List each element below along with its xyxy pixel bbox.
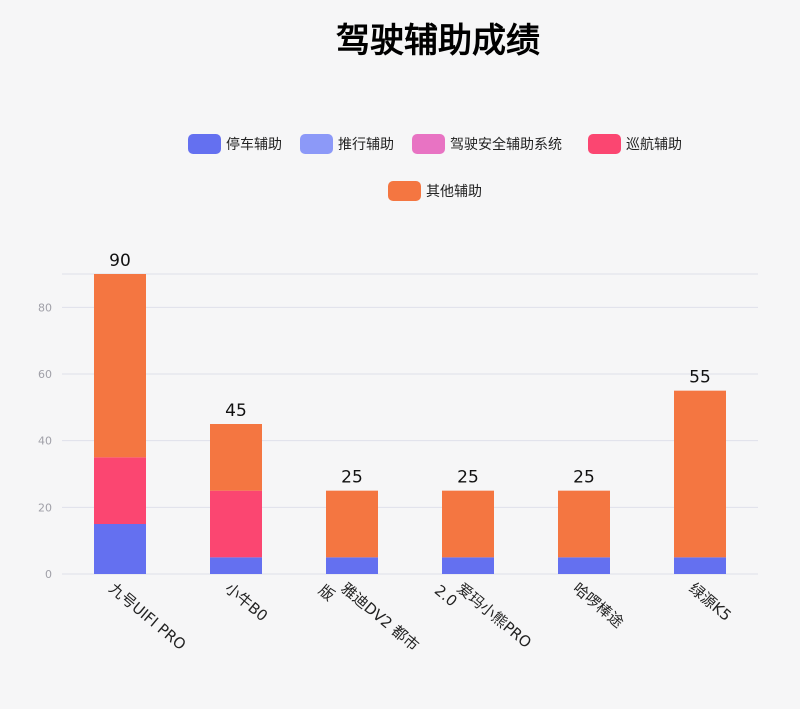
bar-segment[interactable] — [94, 457, 146, 524]
bar-segment[interactable] — [442, 490, 494, 558]
total-label: 45 — [225, 401, 247, 421]
svg-text:爱玛小熊PRO2.0: 爱玛小熊PRO2.0 — [431, 569, 535, 664]
legend-label: 巡航辅助 — [626, 137, 682, 153]
svg-text:雅迪DV2 都市版: 雅迪DV2 都市版 — [315, 569, 423, 667]
legend-label: 停车辅助 — [226, 136, 282, 153]
total-label: 25 — [457, 468, 479, 488]
y-tick-label: 80 — [38, 301, 52, 314]
x-tick-label: 小牛B0 — [221, 579, 271, 625]
legend-label: 驾驶安全辅助系统 — [450, 136, 562, 153]
y-tick-label: 40 — [38, 435, 52, 448]
bar-segment[interactable] — [210, 424, 262, 491]
bars-layer — [94, 274, 726, 574]
legend-item[interactable]: 驾驶安全辅助系统 — [412, 134, 562, 154]
svg-text:九号UIFI PRO: 九号UIFI PRO — [105, 579, 189, 654]
total-label: 55 — [689, 368, 711, 388]
total-label: 25 — [573, 468, 595, 488]
total-label: 25 — [341, 468, 363, 488]
grid-layer: 0 20 40 60 80 — [38, 273, 758, 581]
x-tick-label: 雅迪DV2 都市版 — [315, 569, 423, 667]
legend-label: 推行辅助 — [338, 137, 394, 153]
svg-text:绿源K5: 绿源K5 — [685, 579, 734, 625]
legend-swatch — [388, 181, 421, 201]
chart-title: 驾驶辅助成绩 — [336, 21, 540, 61]
bar-segment[interactable] — [442, 557, 494, 574]
bar-segment[interactable] — [94, 524, 146, 574]
x-tick-label: 绿源K5 — [685, 579, 734, 625]
legend-swatch — [188, 134, 221, 154]
svg-text:哈啰棒途: 哈啰棒途 — [569, 579, 627, 631]
legend-item[interactable]: 停车辅助 — [188, 134, 282, 154]
bar-segment[interactable] — [558, 557, 610, 574]
bar-segment[interactable] — [326, 557, 378, 574]
legend-swatch — [300, 134, 333, 154]
bar-segment[interactable] — [94, 274, 146, 458]
legend-item[interactable]: 其他辅助 — [388, 181, 482, 201]
legend-item[interactable]: 推行辅助 — [300, 134, 394, 154]
x-tick-label: 九号UIFI PRO — [105, 579, 189, 654]
legend-item[interactable]: 巡航辅助 — [588, 134, 682, 154]
bar-segment[interactable] — [326, 490, 378, 558]
legend-swatch — [412, 134, 445, 154]
y-tick-label: 0 — [45, 568, 52, 581]
x-tick-label: 哈啰棒途 — [569, 579, 627, 631]
x-tick-label: 爱玛小熊PRO2.0 — [431, 569, 535, 664]
bar-segment[interactable] — [674, 557, 726, 574]
total-label: 90 — [109, 251, 131, 271]
labels-layer: 90 九号UIFI PRO 45 小牛B0 25 雅迪DV2 都市版 25 爱玛小熊PRO2.… — [105, 251, 734, 667]
bar-segment[interactable] — [210, 490, 262, 558]
legend-label: 其他辅助 — [426, 184, 482, 200]
bar-segment[interactable] — [674, 390, 726, 558]
legend-swatch — [588, 134, 621, 154]
y-tick-label: 60 — [38, 368, 52, 381]
bar-segment[interactable] — [558, 490, 610, 558]
svg-text:小牛B0: 小牛B0 — [221, 579, 271, 625]
bar-segment[interactable] — [210, 557, 262, 574]
y-tick-label: 20 — [38, 501, 52, 514]
